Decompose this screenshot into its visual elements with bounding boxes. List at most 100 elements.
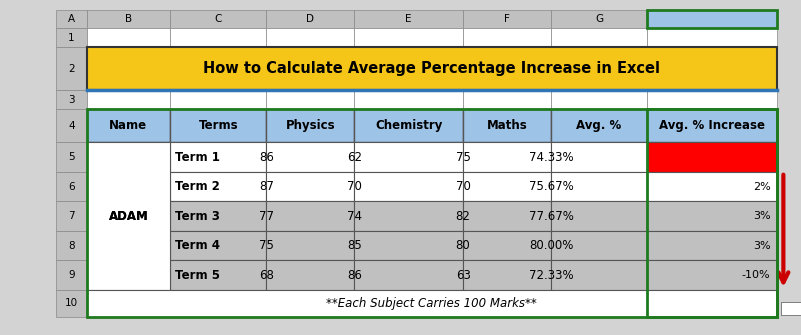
Text: Maths: Maths bbox=[487, 119, 527, 132]
Bar bbox=[87, 90, 170, 109]
Text: 70: 70 bbox=[456, 180, 470, 193]
Bar bbox=[647, 10, 777, 28]
Bar bbox=[647, 10, 777, 28]
Bar bbox=[463, 260, 551, 290]
Bar bbox=[463, 28, 551, 47]
Bar bbox=[87, 290, 777, 317]
Text: ADAM: ADAM bbox=[108, 210, 148, 222]
Text: Name: Name bbox=[109, 119, 147, 132]
Bar bbox=[170, 172, 267, 201]
Text: 80: 80 bbox=[456, 239, 470, 252]
Text: Chemistry: Chemistry bbox=[375, 119, 442, 132]
Bar bbox=[56, 28, 87, 47]
Bar bbox=[463, 10, 551, 28]
Bar bbox=[781, 302, 801, 315]
Text: 5: 5 bbox=[68, 152, 74, 162]
Text: 9: 9 bbox=[68, 270, 74, 280]
Bar bbox=[551, 109, 647, 142]
Text: 86: 86 bbox=[347, 269, 362, 281]
Bar bbox=[267, 201, 354, 231]
Bar bbox=[267, 142, 354, 172]
Bar bbox=[170, 201, 267, 231]
Text: Avg. %: Avg. % bbox=[577, 119, 622, 132]
Bar bbox=[551, 231, 647, 260]
Text: 8: 8 bbox=[68, 241, 74, 251]
Text: 2%: 2% bbox=[753, 182, 771, 192]
Text: ADAM: ADAM bbox=[108, 210, 148, 222]
Bar bbox=[551, 260, 647, 290]
Text: 3: 3 bbox=[68, 95, 74, 105]
Bar bbox=[56, 201, 87, 231]
Bar bbox=[267, 231, 354, 260]
Bar bbox=[354, 231, 463, 260]
Text: 4: 4 bbox=[68, 121, 74, 131]
Bar bbox=[647, 260, 777, 290]
Bar bbox=[354, 142, 463, 172]
Text: 77: 77 bbox=[259, 210, 274, 222]
Bar bbox=[87, 201, 170, 231]
Bar bbox=[647, 109, 777, 142]
Text: **Each Subject Carries 100 Marks**: **Each Subject Carries 100 Marks** bbox=[326, 297, 537, 310]
Text: 7: 7 bbox=[68, 211, 74, 221]
Bar bbox=[463, 142, 551, 172]
Bar bbox=[647, 201, 777, 231]
Text: F: F bbox=[504, 14, 510, 24]
Bar bbox=[647, 231, 777, 260]
Text: 75: 75 bbox=[456, 151, 470, 163]
Bar bbox=[56, 10, 87, 28]
Bar bbox=[87, 142, 170, 290]
Text: Physics: Physics bbox=[286, 119, 335, 132]
Bar bbox=[56, 90, 87, 109]
Bar bbox=[87, 172, 170, 201]
Bar bbox=[267, 90, 354, 109]
Bar bbox=[87, 10, 170, 28]
Bar bbox=[56, 260, 87, 290]
Bar bbox=[170, 90, 267, 109]
Text: Terms: Terms bbox=[199, 119, 238, 132]
Bar bbox=[551, 201, 647, 231]
Bar bbox=[170, 10, 267, 28]
Text: B: B bbox=[125, 14, 132, 24]
Bar bbox=[56, 231, 87, 260]
Text: G: G bbox=[595, 14, 603, 24]
Text: 74: 74 bbox=[347, 210, 362, 222]
Text: Term 1: Term 1 bbox=[175, 151, 220, 163]
Bar bbox=[56, 142, 87, 172]
Text: E: E bbox=[405, 14, 412, 24]
Text: Term 5: Term 5 bbox=[175, 269, 220, 281]
Bar bbox=[647, 28, 777, 47]
Bar bbox=[463, 172, 551, 201]
Bar bbox=[551, 10, 647, 28]
Text: Avg. % Increase: Avg. % Increase bbox=[659, 119, 765, 132]
Bar bbox=[647, 142, 777, 172]
Bar bbox=[354, 172, 463, 201]
Text: 1: 1 bbox=[68, 33, 74, 43]
Bar bbox=[267, 109, 354, 142]
Bar bbox=[267, 172, 354, 201]
Bar bbox=[354, 260, 463, 290]
Bar bbox=[354, 201, 463, 231]
Bar bbox=[170, 231, 267, 260]
Text: 10: 10 bbox=[65, 298, 78, 308]
Bar bbox=[551, 28, 647, 47]
Bar bbox=[87, 28, 170, 47]
Bar bbox=[354, 28, 463, 47]
Text: Term 4: Term 4 bbox=[175, 239, 220, 252]
Bar bbox=[463, 90, 551, 109]
Text: 68: 68 bbox=[259, 269, 274, 281]
Bar bbox=[267, 260, 354, 290]
Bar bbox=[463, 201, 551, 231]
Text: 82: 82 bbox=[456, 210, 470, 222]
Text: 75.67%: 75.67% bbox=[529, 180, 574, 193]
Bar bbox=[56, 47, 87, 90]
Bar bbox=[551, 90, 647, 109]
Text: How to Calculate Average Percentage Increase in Excel: How to Calculate Average Percentage Incr… bbox=[203, 61, 660, 76]
Bar bbox=[267, 28, 354, 47]
Text: 62: 62 bbox=[347, 151, 362, 163]
Bar bbox=[56, 172, 87, 201]
Text: 63: 63 bbox=[456, 269, 470, 281]
Bar bbox=[87, 260, 170, 290]
Bar bbox=[87, 47, 777, 90]
Bar bbox=[647, 109, 777, 317]
Text: 85: 85 bbox=[347, 239, 362, 252]
